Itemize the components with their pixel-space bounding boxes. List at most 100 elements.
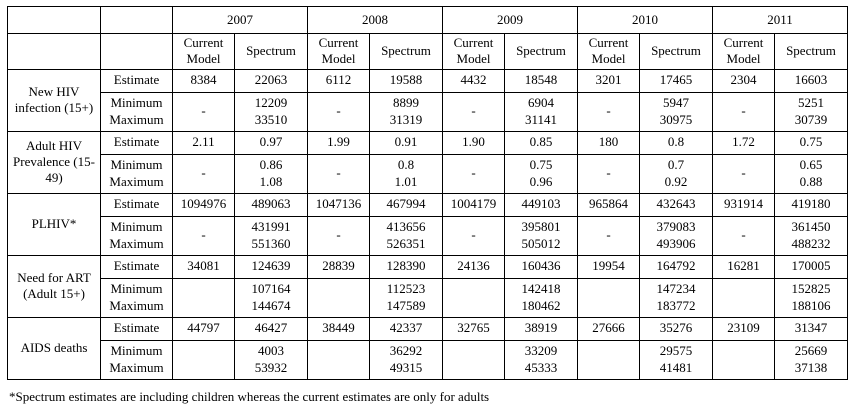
corner-cell [7,6,101,34]
subheader-current-model: Current Model [307,33,370,70]
max-value: 0.88 [799,173,823,189]
data-cell-spectrum-minmax: 0.8 1.01 [369,153,443,194]
year-header: 2008 [307,6,443,34]
min-value: 25669 [794,343,828,359]
min-value: 112523 [386,281,426,297]
subheader-spectrum: Spectrum [639,33,713,70]
data-cell-current-model [442,339,505,380]
data-cell-spectrum-minmax: 379083 493906 [639,215,713,256]
footnote: *Spectrum estimates are including childr… [9,388,490,404]
data-cell: 34081 [172,254,235,279]
data-cell: 19588 [369,68,443,93]
data-cell: 38449 [307,316,370,341]
minimum-label: Minimum [110,281,163,297]
subheader-current-model: Current Model [577,33,640,70]
data-cell-spectrum-minmax: 33209 45333 [504,339,578,380]
max-value: 183772 [656,297,696,313]
data-cell: 164792 [639,254,713,279]
data-cell: 432643 [639,192,713,217]
data-cell: 6112 [307,68,370,93]
year-header-row: 2007 2008 2009 2010 2011 [7,6,848,34]
data-cell: 23109 [712,316,775,341]
max-value: 49315 [389,359,423,375]
max-value: 505012 [521,235,561,251]
data-cell-current-model [577,277,640,318]
data-cell: 2.11 [172,130,235,155]
data-cell: 467994 [369,192,443,217]
data-cell: 19954 [577,254,640,279]
estimate-row: PLHIV* Estimate 1094976 489063 1047136 4… [7,192,848,256]
min-value: 29575 [659,343,693,359]
subheader-spectrum: Spectrum [774,33,848,70]
data-cell: 44797 [172,316,235,341]
data-cell: 1094976 [172,192,235,217]
data-cell-spectrum-minmax: 29575 41481 [639,339,713,380]
data-cell-spectrum-minmax: 0.65 0.88 [774,153,848,194]
max-value: 0.96 [529,173,553,189]
minmax-row: Minimum Maximum 107164 144674 112523 147… [8,277,848,318]
data-cell-current-model: - [307,91,370,132]
data-cell-spectrum-minmax: 6904 31141 [504,91,578,132]
data-cell-spectrum-minmax: 0.86 1.08 [234,153,308,194]
max-value: 493906 [656,235,696,251]
data-cell-current-model: - [712,153,775,194]
data-cell-current-model: - [442,91,505,132]
data-cell: 32765 [442,316,505,341]
data-cell: 42337 [369,316,443,341]
minmax-row: Minimum Maximum 4003 53932 36292 49315 3… [8,339,848,380]
data-cell-current-model: - [577,153,640,194]
data-cell: 16281 [712,254,775,279]
max-value: 551360 [251,235,291,251]
max-value: 30739 [794,111,828,127]
data-cell-spectrum-minmax: 152825 188106 [774,277,848,318]
data-cell: 35276 [639,316,713,341]
data-cell: 38919 [504,316,578,341]
row-label-minmax: Minimum Maximum [100,91,173,132]
minmax-row: Minimum Maximum - 12209 33510 - 8899 313… [8,91,848,132]
max-value: 1.08 [259,173,283,189]
data-cell: 2304 [712,68,775,93]
minimum-label: Minimum [110,219,163,235]
min-value: 379083 [656,219,696,235]
data-cell: 419180 [774,192,848,217]
minimum-label: Minimum [110,157,163,173]
max-value: 41481 [659,359,693,375]
min-value: 8899 [393,95,419,111]
group-label: AIDS deaths [7,316,101,380]
data-cell: 965864 [577,192,640,217]
data-cell-current-model [712,339,775,380]
max-value: 33510 [254,111,288,127]
data-cell: 1.72 [712,130,775,155]
max-value: 31141 [524,111,558,127]
data-cell-spectrum-minmax: 395801 505012 [504,215,578,256]
max-value: 37138 [794,359,828,375]
maximum-label: Maximum [109,359,164,375]
row-label-minmax: Minimum Maximum [100,339,173,380]
min-value: 395801 [521,219,561,235]
min-value: 431991 [251,219,291,235]
data-cell-current-model [172,277,235,318]
data-cell-spectrum-minmax: 5251 30739 [774,91,848,132]
max-value: 180462 [521,297,561,313]
max-value: 45333 [524,359,558,375]
min-value: 413656 [386,219,426,235]
data-cell-spectrum-minmax: 142418 180462 [504,277,578,318]
data-cell: 8384 [172,68,235,93]
min-value: 0.86 [259,157,283,173]
data-cell-current-model: - [442,153,505,194]
data-cell: 3201 [577,68,640,93]
max-value: 1.01 [394,173,418,189]
max-value: 53932 [254,359,288,375]
data-cell-current-model: - [442,215,505,256]
subheader-spectrum: Spectrum [369,33,443,70]
min-value: 6904 [528,95,554,111]
data-cell: 31347 [774,316,848,341]
data-cell: 0.97 [234,130,308,155]
data-cell-current-model [577,339,640,380]
data-cell-current-model: - [712,215,775,256]
data-cell-current-model: - [307,215,370,256]
estimate-row: Need for ART (Adult 15+) Estimate 34081 … [7,254,848,318]
data-cell-current-model [712,277,775,318]
data-cell: 18548 [504,68,578,93]
data-cell-current-model [172,339,235,380]
